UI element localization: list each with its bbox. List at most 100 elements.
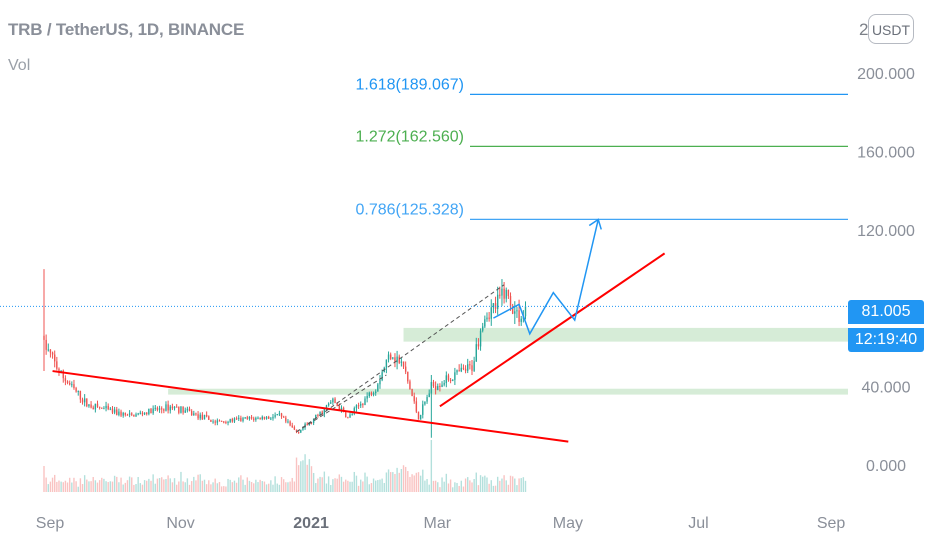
volume-indicator-label[interactable]: Vol <box>8 57 31 74</box>
candle-body[interactable] <box>315 414 317 419</box>
candle-body[interactable] <box>51 352 54 355</box>
candle-body[interactable] <box>317 414 319 416</box>
candle-body[interactable] <box>400 361 403 363</box>
candle-body[interactable] <box>90 404 92 408</box>
candle-body[interactable] <box>240 417 242 421</box>
symbol-title[interactable]: TRB / TetherUS, 1D, BINANCE <box>8 20 245 39</box>
candle-body[interactable] <box>379 380 381 385</box>
candle-body[interactable] <box>484 319 486 327</box>
candle-body[interactable] <box>231 419 234 422</box>
candle-body[interactable] <box>182 406 184 413</box>
candle-body[interactable] <box>306 423 308 426</box>
candle-body[interactable] <box>334 398 336 404</box>
candle-body[interactable] <box>381 372 383 381</box>
candle-body[interactable] <box>469 364 471 366</box>
candle-body[interactable] <box>285 417 287 422</box>
candle-body[interactable] <box>409 381 411 390</box>
candle-body[interactable] <box>439 386 441 388</box>
candle-body[interactable] <box>193 413 195 416</box>
candle-body[interactable] <box>169 406 171 411</box>
candle-body[interactable] <box>83 398 86 403</box>
candle-body[interactable] <box>203 414 206 420</box>
candle-body[interactable] <box>49 349 52 353</box>
candle-body[interactable] <box>467 364 469 371</box>
candle-body[interactable] <box>385 359 388 368</box>
candle-body[interactable] <box>323 408 326 415</box>
candle-body[interactable] <box>280 413 283 417</box>
candle-body[interactable] <box>54 354 56 362</box>
candle-body[interactable] <box>312 418 315 423</box>
candle-body[interactable] <box>396 356 398 363</box>
candle-body[interactable] <box>426 397 428 402</box>
candle-body[interactable] <box>340 407 343 411</box>
candle-body[interactable] <box>452 379 454 381</box>
candle-body[interactable] <box>458 370 460 372</box>
candle-body[interactable] <box>101 407 103 409</box>
candle-body[interactable] <box>462 367 465 369</box>
candle-body[interactable] <box>122 412 124 416</box>
candle-body[interactable] <box>509 296 512 307</box>
candle-body[interactable] <box>195 413 197 415</box>
candle-body[interactable] <box>411 389 413 397</box>
candle-body[interactable] <box>190 411 193 416</box>
candle-body[interactable] <box>422 404 424 415</box>
candle-body[interactable] <box>253 418 255 420</box>
candle-body[interactable] <box>86 398 88 407</box>
candle-body[interactable] <box>255 417 257 420</box>
candle-body[interactable] <box>402 361 405 367</box>
candle-body[interactable] <box>364 398 366 406</box>
candle-body[interactable] <box>143 412 146 415</box>
candle-body[interactable] <box>394 357 396 363</box>
candle-body[interactable] <box>205 414 208 417</box>
candle-body[interactable] <box>208 416 210 420</box>
candle-body[interactable] <box>235 418 238 420</box>
candle-body[interactable] <box>325 405 328 409</box>
candle-body[interactable] <box>287 421 289 423</box>
candle-body[interactable] <box>186 408 189 411</box>
candle-body[interactable] <box>248 416 251 419</box>
candle-body[interactable] <box>492 303 495 308</box>
candle-body[interactable] <box>62 370 64 379</box>
candle-body[interactable] <box>477 344 480 347</box>
candle-body[interactable] <box>259 417 261 420</box>
candle-body[interactable] <box>105 405 107 409</box>
candle-body[interactable] <box>220 420 223 422</box>
candle-body[interactable] <box>437 386 439 390</box>
candle-body[interactable] <box>171 406 174 409</box>
candle-body[interactable] <box>503 288 505 299</box>
candle-body[interactable] <box>66 381 69 383</box>
candle-body[interactable] <box>419 414 422 420</box>
candle-body[interactable] <box>274 415 276 417</box>
candle-body[interactable] <box>338 406 341 411</box>
candle-body[interactable] <box>488 317 490 319</box>
candle-body[interactable] <box>375 391 377 393</box>
candle-body[interactable] <box>165 404 167 411</box>
candle-body[interactable] <box>111 408 114 413</box>
candle-body[interactable] <box>432 382 435 387</box>
candle-body[interactable] <box>336 403 338 407</box>
candle-body[interactable] <box>210 419 212 422</box>
candle-body[interactable] <box>387 354 390 360</box>
candle-body[interactable] <box>413 396 415 402</box>
candle-body[interactable] <box>430 382 433 394</box>
candle-body[interactable] <box>150 408 152 414</box>
candle-body[interactable] <box>407 371 409 382</box>
candle-body[interactable] <box>154 407 156 409</box>
candle-body[interactable] <box>332 398 334 403</box>
projection-path[interactable] <box>493 219 599 336</box>
candle-body[interactable] <box>417 411 420 420</box>
candle-body[interactable] <box>135 414 137 417</box>
candle-body[interactable] <box>133 414 135 417</box>
candle-body[interactable] <box>295 429 298 433</box>
candle-body[interactable] <box>178 406 180 413</box>
candle-body[interactable] <box>188 408 191 412</box>
candle-body[interactable] <box>163 409 165 411</box>
candle-body[interactable] <box>362 404 364 406</box>
candle-body[interactable] <box>507 289 510 297</box>
candle-body[interactable] <box>233 418 236 422</box>
candle-body[interactable] <box>124 412 127 415</box>
candle-body[interactable] <box>246 417 248 419</box>
candle-body[interactable] <box>268 416 270 419</box>
candle-body[interactable] <box>109 408 112 410</box>
candle-body[interactable] <box>118 411 120 415</box>
